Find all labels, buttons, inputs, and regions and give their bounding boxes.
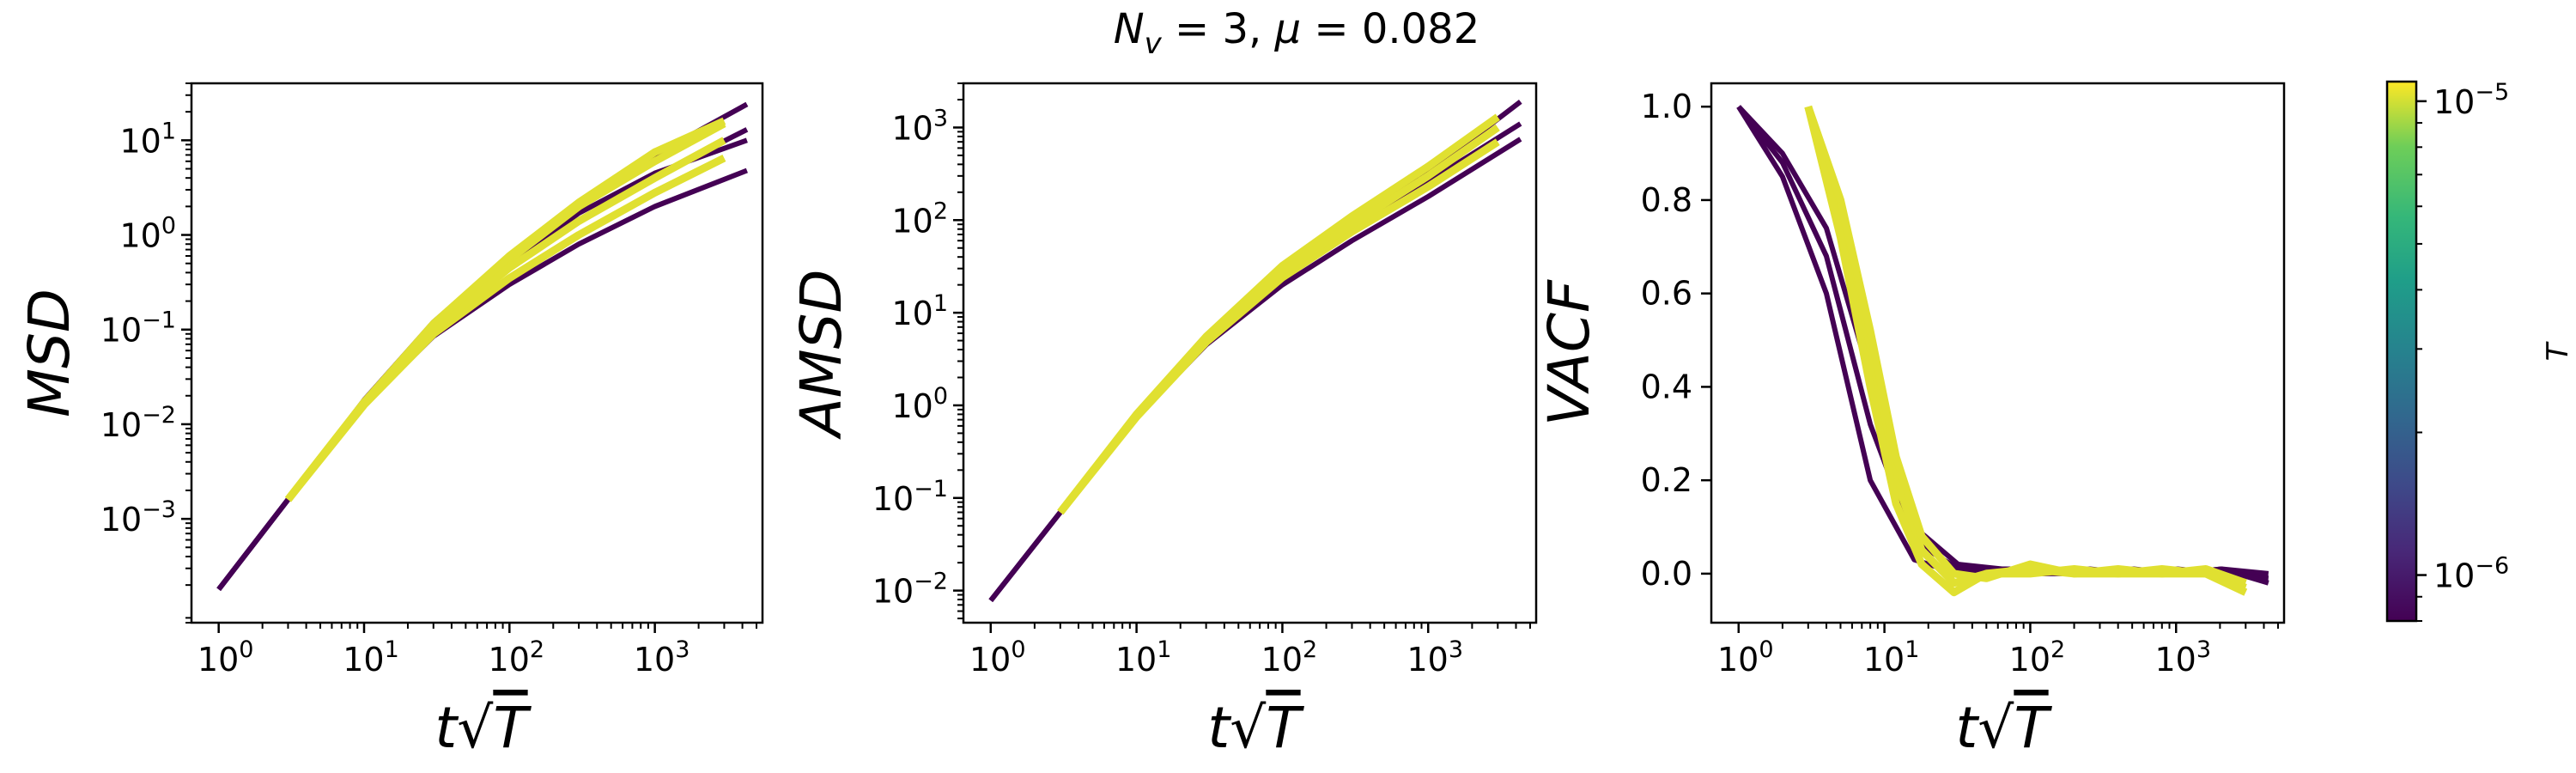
x-tick-label: 101 <box>1115 636 1172 679</box>
vacf-panel: 100 101 102 103 1.0 0.8 0.6 0.4 0.2 0.0 VACF t√T <box>1536 82 2286 761</box>
x-tick-label: 100 <box>969 636 1026 679</box>
series-line <box>216 167 748 592</box>
series-line <box>988 137 1522 603</box>
y-tick-label: 10−1 <box>100 307 176 350</box>
series-line <box>1736 105 2269 581</box>
y-axis-label: MSD <box>16 289 82 417</box>
y-tick-label: 10−2 <box>100 402 176 444</box>
series-line <box>1057 138 1500 515</box>
series-line <box>1736 105 2269 586</box>
y-tick-label: 101 <box>119 118 176 160</box>
axes-frame <box>1710 82 2286 624</box>
y-tick-label: 0.2 <box>1641 461 1692 499</box>
figure-title: Nv = 3, μ = 0.082 <box>1114 5 1480 61</box>
y-tick-label: 1.0 <box>1641 88 1692 125</box>
y-tick-label: 100 <box>891 383 948 425</box>
y-tick-label: 102 <box>891 198 948 240</box>
x-tick-label: 103 <box>2154 636 2211 679</box>
series-line <box>216 101 749 592</box>
series-line <box>284 154 726 502</box>
x-tick-label: 102 <box>2009 636 2066 679</box>
series-line <box>1736 105 2269 576</box>
x-tick-label: 101 <box>1863 636 1920 679</box>
series-line <box>284 117 726 502</box>
series-line <box>216 127 749 592</box>
colorbar-tick-label: 10−5 <box>2433 79 2509 121</box>
x-tick-label: 100 <box>197 636 254 679</box>
x-tick-label: 100 <box>1717 636 1774 679</box>
y-tick-label: 10−1 <box>872 476 948 518</box>
series-line <box>1804 105 2247 587</box>
y-tick-label: 0.6 <box>1641 275 1692 313</box>
amsd-panel: 100 101 102 103 103 102 101 100 10−1 10−2 AMSD t√T <box>788 82 1538 761</box>
y-tick-label: 0.8 <box>1641 181 1692 219</box>
series-group <box>1736 105 2269 597</box>
series-line <box>216 137 748 592</box>
x-tick-label: 103 <box>1406 636 1463 679</box>
series-group <box>216 101 749 592</box>
series-line <box>1804 106 2248 597</box>
x-axis-label: t√T <box>1955 695 2052 761</box>
colorbar: 10−5 10−6 T <box>2385 79 2575 623</box>
y-tick-label: 10−2 <box>872 569 948 611</box>
y-tick-label: 103 <box>891 105 948 147</box>
y-tick-label: 10−3 <box>100 496 176 539</box>
y-axis-label: AMSD <box>788 270 854 441</box>
series-group <box>988 100 1522 603</box>
series-line <box>1057 124 1500 515</box>
y-tick-label: 100 <box>119 213 176 255</box>
colorbar-ticks: 10−5 10−6 <box>2416 79 2509 622</box>
y-axis-label: VACF <box>1536 279 1602 426</box>
colorbar-gradient <box>2385 80 2418 623</box>
msd-panel: 100 101 102 103 101 100 10−1 10−2 10−3 MSD t√T <box>16 82 764 761</box>
colorbar-label: T <box>2541 341 2575 361</box>
x-tick-label: 101 <box>343 636 399 679</box>
series-line <box>988 121 1522 603</box>
x-axis-label: t√T <box>434 695 532 761</box>
y-tick-label: 0.0 <box>1641 555 1692 593</box>
x-tick-label: 103 <box>634 636 690 679</box>
x-tick-label: 102 <box>1261 636 1318 679</box>
colorbar-tick-label: 10−6 <box>2433 553 2509 595</box>
y-tick-label: 0.4 <box>1641 368 1692 405</box>
y-tick-label: 101 <box>891 290 948 332</box>
x-tick-label: 102 <box>489 636 545 679</box>
x-axis-label: t√T <box>1207 695 1304 761</box>
